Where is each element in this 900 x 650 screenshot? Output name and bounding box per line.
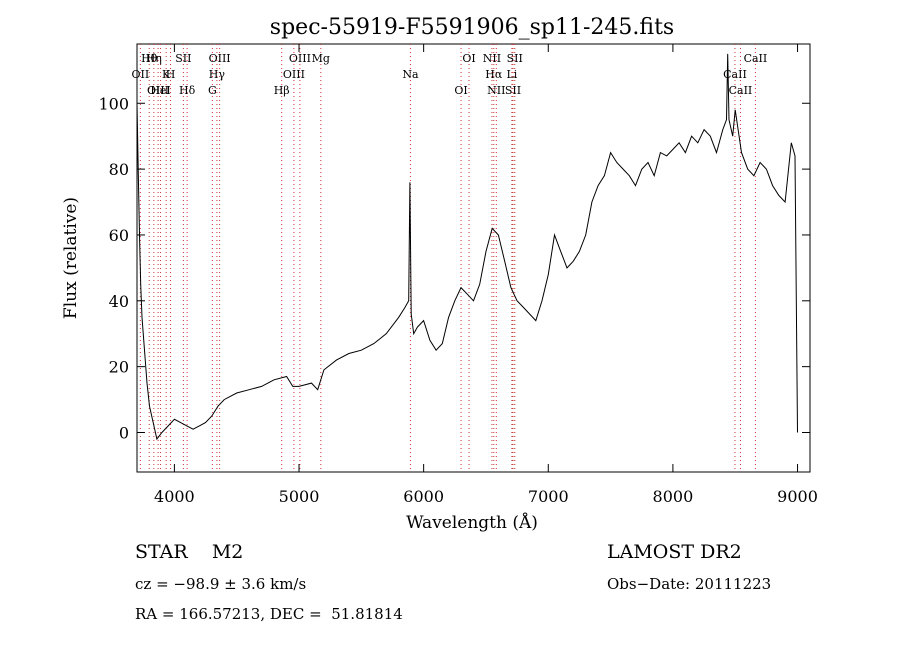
- line-label: Mg: [312, 52, 330, 65]
- line-label: CaII: [744, 52, 768, 65]
- line-label: OI: [454, 84, 467, 97]
- line-label: HeI: [150, 84, 170, 97]
- x-tick-label: 9000: [777, 487, 818, 506]
- x-tick-label: 8000: [653, 487, 694, 506]
- y-axis-label: Flux (relative): [61, 197, 81, 319]
- line-label: OIII: [289, 52, 311, 65]
- line-label: OIII: [147, 84, 169, 97]
- line-label: Hβ: [274, 84, 290, 97]
- y-axis-ticks: 0 20 40 60 80 100: [98, 94, 810, 442]
- plot-frame: [136, 43, 811, 473]
- object-class: STAR M2: [135, 541, 244, 563]
- spectral-line-markers: [139, 44, 756, 472]
- flux-series: [136, 53, 798, 441]
- line-label: NII: [483, 52, 501, 65]
- line-label: G: [208, 84, 217, 97]
- y-tick-label: 60: [109, 226, 129, 245]
- line-label: SII: [507, 52, 523, 65]
- x-axis-label: Wavelength (Å): [406, 512, 538, 533]
- y-tick-label: 80: [109, 160, 129, 179]
- line-label: OIII: [209, 52, 231, 65]
- line-label: H: [166, 68, 176, 81]
- line-label: Hα: [485, 68, 503, 81]
- y-tick-label: 100: [98, 94, 129, 113]
- line-label: Hγ: [209, 68, 226, 81]
- x-tick-label: 4000: [154, 487, 195, 506]
- line-label: SII: [175, 52, 191, 65]
- line-label: OIII: [283, 68, 305, 81]
- survey-name: LAMOST DR2: [607, 541, 742, 563]
- flux-line: [136, 53, 798, 441]
- line-label: Hδ: [179, 84, 196, 97]
- line-label: NII: [487, 84, 505, 97]
- y-tick-label: 0: [119, 423, 129, 442]
- line-label: Hθ: [141, 52, 158, 65]
- observation-date: Obs−Date: 20111223: [607, 575, 772, 593]
- chart-title: spec-55919-F5591906_sp11-245.fits: [270, 15, 674, 40]
- line-label: OII: [132, 68, 150, 81]
- x-tick-label: 6000: [403, 487, 444, 506]
- line-label: Li: [506, 68, 517, 81]
- line-label: CaII: [729, 84, 753, 97]
- line-label: Hη: [146, 52, 162, 65]
- redshift-velocity: cz = −98.9 ± 3.6 km/s: [135, 575, 307, 593]
- line-label: K: [162, 68, 171, 81]
- coordinates: RA = 166.57213, DEC = 51.81814: [135, 605, 403, 623]
- y-tick-label: 40: [109, 292, 129, 311]
- x-axis-ticks: 4000 5000 6000 7000 8000 9000: [154, 44, 818, 506]
- x-tick-label: 5000: [279, 487, 320, 506]
- x-tick-label: 7000: [528, 487, 569, 506]
- y-tick-label: 20: [109, 358, 129, 377]
- line-label: OI: [462, 52, 475, 65]
- line-label: SII: [505, 84, 521, 97]
- line-label: Na: [402, 68, 419, 81]
- line-label: CaII: [723, 68, 747, 81]
